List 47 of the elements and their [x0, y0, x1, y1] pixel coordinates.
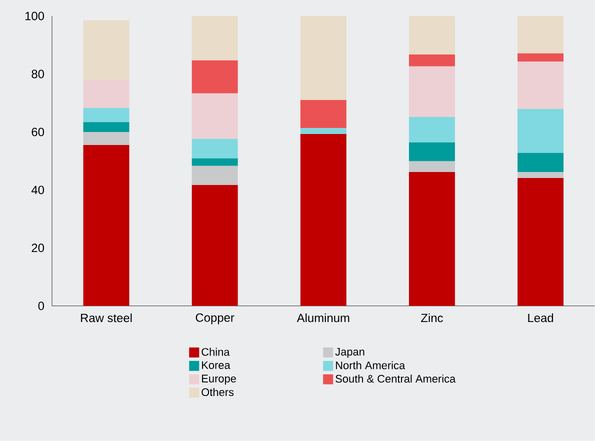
x-tick-label: Lead — [528, 313, 554, 322]
x-tick-label: Aluminum — [296, 313, 350, 322]
y-tick-label: 40 — [31, 186, 44, 194]
bar — [518, 16, 564, 54]
bar — [518, 172, 564, 178]
bar — [518, 152, 564, 172]
bar — [408, 16, 455, 55]
bar — [300, 128, 346, 134]
bar — [192, 166, 238, 186]
bar — [83, 145, 130, 306]
x-tick-label: Zinc — [421, 313, 443, 322]
bar — [192, 16, 238, 60]
bar — [192, 185, 238, 306]
legend-label: China — [202, 348, 230, 356]
y-tick-label: 80 — [32, 70, 44, 78]
y-tick-label: 0 — [38, 302, 44, 310]
bar — [408, 116, 455, 142]
bar — [83, 108, 130, 122]
bar — [300, 100, 346, 128]
bar — [83, 132, 130, 146]
bar — [83, 122, 130, 132]
bar — [518, 178, 564, 306]
legend-label: Japan — [335, 348, 364, 358]
legend-label: Europe — [202, 374, 236, 385]
bar — [518, 53, 564, 62]
legend-label: North America — [336, 361, 406, 370]
y-tick-label: 20 — [32, 244, 44, 252]
bar — [408, 54, 455, 67]
bar — [192, 60, 238, 94]
legend-label: South & Central America — [336, 374, 456, 383]
bar — [408, 172, 455, 306]
y-tick-label: 60 — [32, 128, 44, 136]
x-tick-label: Raw steel — [81, 313, 132, 322]
bar — [300, 134, 346, 306]
legend-label: Others — [202, 388, 234, 396]
bar — [518, 62, 564, 110]
x-tick-label: Copper — [196, 313, 234, 324]
bar — [408, 161, 455, 172]
bar — [518, 109, 564, 153]
bar — [408, 142, 455, 162]
bar — [192, 93, 238, 139]
bar — [192, 158, 238, 166]
bar — [300, 16, 346, 100]
legend-label: Korea — [202, 361, 230, 370]
bar — [192, 138, 238, 158]
bar — [408, 66, 455, 117]
y-tick-label: 100 — [25, 12, 44, 20]
